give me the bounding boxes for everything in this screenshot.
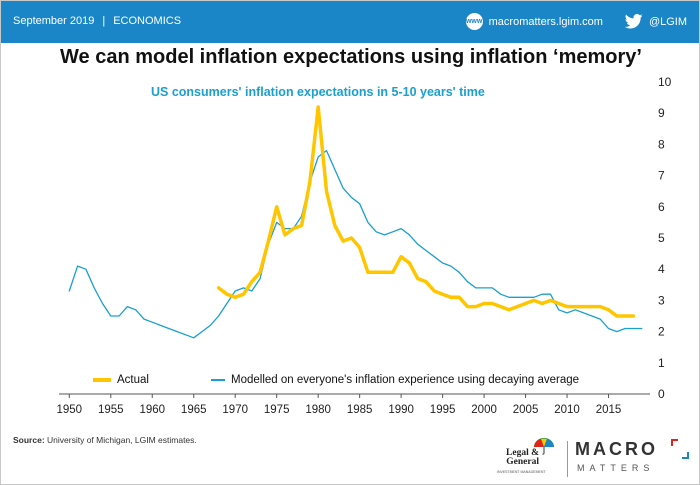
lg-wordmark: Legal & General (497, 448, 539, 467)
x-tick-label: 1980 (305, 404, 331, 416)
y-tick-label: 3 (658, 293, 665, 307)
lg-line1: Legal & (506, 448, 539, 458)
slide-headline: We can model inflation expectations usin… (60, 46, 642, 68)
y-tick-label: 10 (658, 75, 672, 89)
x-tick-label: 2000 (471, 404, 497, 416)
header-right: www macromatters.lgim.com @LGIM (465, 13, 687, 30)
y-tick-label: 2 (658, 325, 665, 339)
x-tick-label: 2010 (554, 404, 580, 416)
x-tick-label: 1970 (222, 404, 248, 416)
macro-wordmark: MACRO (575, 439, 658, 459)
source-label: Source: (13, 435, 45, 445)
x-tick-label: 1975 (264, 404, 290, 416)
header-date: September 2019 (13, 15, 95, 27)
y-tick-label: 5 (658, 231, 665, 245)
x-tick-label: 1990 (388, 404, 414, 416)
y-tick-label: 1 (658, 356, 665, 370)
twitter-icon (624, 14, 643, 29)
y-tick-label: 6 (658, 200, 665, 214)
series-line-actual (216, 105, 636, 318)
y-tick-label: 7 (658, 169, 665, 183)
lg-subtitle: INVESTMENT MANAGEMENT (497, 470, 546, 474)
legend-swatch-modelled (211, 379, 225, 381)
x-tick-label: 1985 (347, 404, 373, 416)
legend-item-actual: Actual (93, 374, 149, 386)
legend-label-actual: Actual (117, 374, 149, 386)
logo-divider (567, 441, 568, 477)
y-tick-label: 8 (658, 137, 665, 151)
x-tick-label: 1960 (139, 404, 165, 416)
website-link[interactable]: macromatters.lgim.com (488, 15, 603, 28)
header-left: September 2019 | ECONOMICS (13, 15, 181, 27)
source-text: University of Michigan, LGIM estimates. (47, 435, 197, 445)
macro-accent-icon (671, 439, 689, 459)
macro-matters-logo: MACRO MATTERS (575, 439, 695, 479)
umbrella-icon (534, 438, 554, 455)
header-bar: September 2019 | ECONOMICS www macromatter… (1, 1, 699, 43)
chart-series (68, 105, 643, 339)
x-tick-label: 1950 (56, 404, 82, 416)
x-tick-label: 1955 (98, 404, 124, 416)
x-tick-label: 1965 (181, 404, 207, 416)
header-separator: | (102, 15, 106, 27)
x-tick-label: 2015 (596, 404, 622, 416)
x-tick-label: 2005 (513, 404, 539, 416)
series-line-modelled (68, 149, 643, 339)
x-tick-label: 1995 (430, 404, 456, 416)
macro-subtitle: MATTERS (577, 463, 655, 473)
y-tick-label: 9 (658, 106, 665, 120)
legend-item-modelled: Modelled on everyone's inflation experie… (211, 374, 579, 386)
lg-line2: General (506, 457, 539, 467)
y-axis: 0 1 2 3 4 5 6 7 8 9 10 (658, 75, 672, 401)
twitter-handle[interactable]: @LGIM (648, 15, 687, 28)
legal-general-logo: Legal & General INVESTMENT MANAGEMENT (497, 437, 559, 477)
x-axis: 1950 1955 1960 1965 1970 1975 1980 1985 1990 1995… (56, 393, 650, 416)
y-tick-label: 4 (658, 262, 665, 276)
y-tick-label: 0 (658, 387, 665, 401)
legend-swatch-actual (93, 378, 111, 382)
header-section: ECONOMICS (113, 15, 182, 27)
globe-icon: www (465, 13, 483, 30)
chart-title: US consumers' inflation expectations in … (151, 85, 485, 99)
source-note: Source: University of Michigan, LGIM est… (13, 435, 197, 445)
legend-label-modelled: Modelled on everyone's inflation experie… (231, 374, 580, 386)
